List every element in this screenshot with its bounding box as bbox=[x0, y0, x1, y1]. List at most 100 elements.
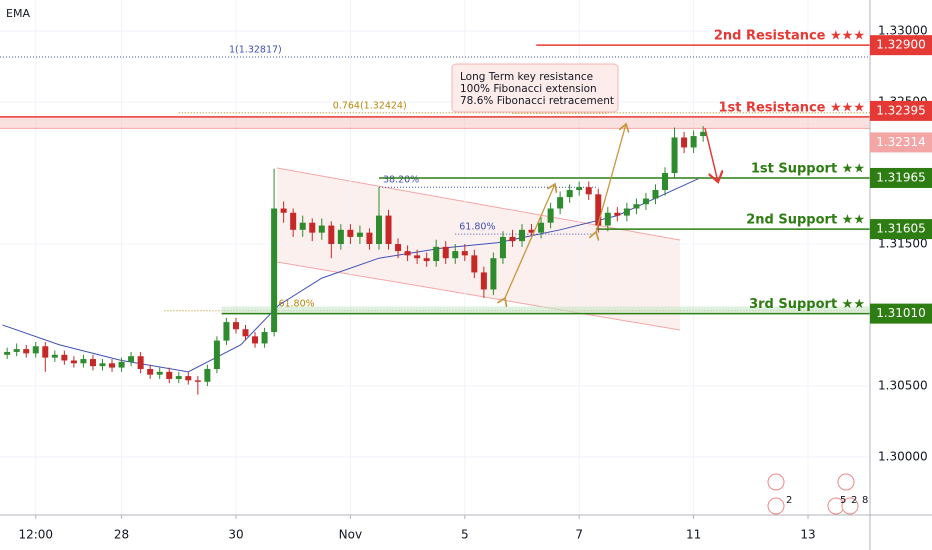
price-box bbox=[870, 35, 932, 56]
candle-body bbox=[595, 194, 602, 226]
price-box bbox=[870, 303, 932, 324]
event-flag bbox=[837, 473, 855, 491]
fib-label: 61.80% bbox=[459, 222, 495, 233]
candle-body bbox=[442, 246, 449, 259]
price-box bbox=[870, 132, 932, 153]
candle-body bbox=[213, 340, 220, 369]
annotation-line: 100% Fibonacci extension bbox=[460, 83, 597, 95]
candle-body bbox=[328, 225, 335, 245]
candle-body bbox=[51, 354, 58, 358]
fib-label: 1(1.32817) bbox=[229, 44, 282, 55]
mid-layer bbox=[0, 44, 870, 395]
candle-body bbox=[642, 198, 649, 205]
candle-body bbox=[690, 136, 697, 148]
event-flag bbox=[767, 473, 785, 491]
back-layer: 1(1.32817)0.764(1.32424)1(1.32420)38.20%… bbox=[0, 0, 870, 515]
event-count: 2 bbox=[851, 495, 857, 506]
x-tick-label: Nov bbox=[339, 528, 362, 542]
candle-body bbox=[4, 351, 11, 355]
candle-body bbox=[147, 368, 154, 375]
x-tick-label: 13 bbox=[800, 528, 815, 542]
candle-body bbox=[252, 336, 259, 344]
candle-body bbox=[423, 258, 430, 262]
price-box-label: 1.32900 bbox=[876, 38, 926, 52]
candle-body bbox=[337, 229, 344, 245]
candle-body bbox=[547, 208, 554, 223]
candle-body bbox=[499, 236, 506, 259]
candle-body bbox=[223, 322, 230, 341]
price-box-label: 1.31010 bbox=[876, 306, 926, 320]
channel-bottom bbox=[276, 261, 681, 331]
candle-body bbox=[375, 215, 382, 245]
candle-body bbox=[271, 208, 278, 333]
candle-body bbox=[156, 371, 163, 375]
fib-label: 0.764(1.32424) bbox=[333, 100, 407, 111]
candle-body bbox=[652, 190, 659, 199]
candle-body bbox=[480, 272, 487, 290]
price-box bbox=[870, 167, 932, 188]
level-name: 1st Support ★★ bbox=[751, 161, 865, 176]
annotation-box bbox=[451, 63, 619, 113]
candle-body bbox=[700, 131, 707, 137]
candle-body bbox=[61, 354, 68, 361]
candle-body bbox=[309, 222, 316, 233]
candle-body bbox=[604, 212, 611, 226]
event-count: 8 bbox=[862, 495, 868, 506]
event-flag bbox=[841, 497, 859, 515]
level-name: 2nd Support ★★ bbox=[746, 213, 865, 228]
candle-body bbox=[89, 359, 96, 367]
candle-body bbox=[137, 356, 144, 369]
level-band bbox=[0, 116, 870, 129]
price-box-label: 1.31965 bbox=[876, 170, 926, 184]
annotation-line: Long Term key resistance bbox=[460, 71, 593, 83]
candle-body bbox=[490, 258, 497, 290]
x-tick-label: 30 bbox=[228, 528, 243, 542]
candle-body bbox=[471, 255, 478, 273]
candle-body bbox=[662, 172, 669, 191]
candle-body bbox=[347, 229, 354, 237]
y-tick-label: 1.33000 bbox=[878, 23, 928, 37]
x-tick-label: 5 bbox=[461, 528, 469, 542]
event-count: 5 bbox=[840, 495, 846, 506]
candle-body bbox=[118, 361, 125, 368]
candle-body bbox=[175, 376, 182, 379]
candle-body bbox=[433, 246, 440, 262]
candle-body bbox=[366, 232, 373, 245]
fib-arrow bbox=[596, 124, 626, 232]
candle-body bbox=[80, 359, 87, 364]
level-name: 3rd Support ★★ bbox=[749, 297, 865, 312]
candle-body bbox=[538, 222, 545, 233]
candle-body bbox=[261, 332, 268, 344]
fib-arrow bbox=[505, 184, 555, 298]
x-tick-label: 28 bbox=[114, 528, 129, 542]
candle-body bbox=[242, 329, 249, 337]
candle-body bbox=[385, 215, 392, 245]
candle-body bbox=[614, 212, 621, 216]
candle-body bbox=[404, 251, 411, 256]
candle-body bbox=[166, 371, 173, 379]
price-box bbox=[870, 219, 932, 240]
level-name: 1st Resistance ★★★ bbox=[718, 100, 865, 115]
projection-arrow bbox=[704, 127, 718, 182]
candle-body bbox=[99, 363, 106, 367]
price-box-label: 1.32314 bbox=[876, 135, 926, 149]
candle-body bbox=[576, 187, 583, 191]
candle-body bbox=[461, 251, 468, 256]
candle-body bbox=[70, 360, 77, 364]
candle-body bbox=[414, 255, 421, 259]
candle-body bbox=[32, 346, 39, 354]
candle-body bbox=[509, 236, 516, 242]
y-tick-label: 1.30500 bbox=[878, 379, 928, 393]
candle-body bbox=[318, 225, 325, 233]
candle-body bbox=[356, 232, 363, 237]
price-box-label: 1.32395 bbox=[876, 103, 926, 117]
y-tick-label: 1.30000 bbox=[878, 450, 928, 464]
y-tick-label: 1.31500 bbox=[878, 237, 928, 251]
annotation-line: 78.6% Fibonacci retracement bbox=[460, 95, 614, 107]
candle-body bbox=[452, 251, 459, 259]
candle-body bbox=[519, 229, 525, 242]
candle-body bbox=[681, 137, 688, 148]
candle-body bbox=[633, 204, 640, 209]
